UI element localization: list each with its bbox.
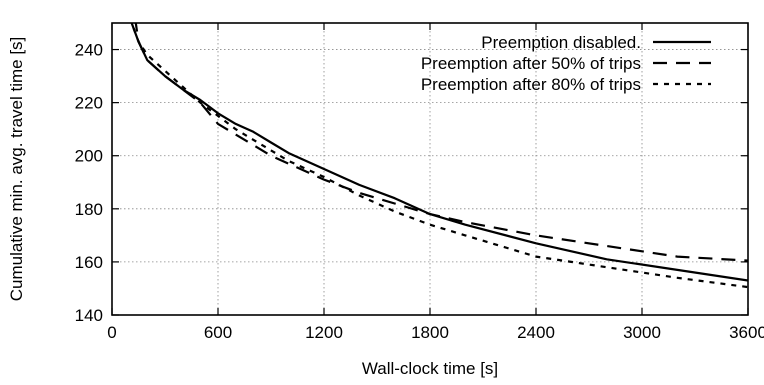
series-lines (130, 23, 748, 289)
legend-label-3: Preemption after 80% of trips (421, 75, 641, 94)
y-tick-label: 160 (75, 253, 103, 272)
x-tick-label: 2400 (517, 323, 555, 342)
series-line-3 (130, 23, 748, 289)
y-tick-label: 240 (75, 41, 103, 60)
y-tick-label: 200 (75, 147, 103, 166)
y-tick-label: 140 (75, 306, 103, 325)
legend-label-1: Preemption disabled. (481, 33, 641, 52)
y-tick-label: 180 (75, 200, 103, 219)
series-line-2 (134, 23, 748, 262)
x-tick-label: 3000 (623, 323, 661, 342)
legend-label-2: Preemption after 50% of trips (421, 54, 641, 73)
x-axis-title: Wall-clock time [s] (362, 359, 498, 378)
axis-ticks: 0 600 1200 1800 2400 3000 3600 140 160 180 200 220 2… (75, 23, 764, 342)
y-tick-label: 220 (75, 94, 103, 113)
y-axis-title: Cumulative min. avg. travel time [s] (7, 37, 26, 302)
x-tick-label: 1200 (305, 323, 343, 342)
x-tick-label: 0 (107, 323, 116, 342)
x-tick-label: 600 (204, 323, 232, 342)
grid (112, 23, 748, 315)
x-tick-label: 3600 (729, 323, 764, 342)
legend: Preemption disabled. Preemption after 50%… (421, 33, 711, 94)
x-tick-label: 1800 (411, 323, 449, 342)
